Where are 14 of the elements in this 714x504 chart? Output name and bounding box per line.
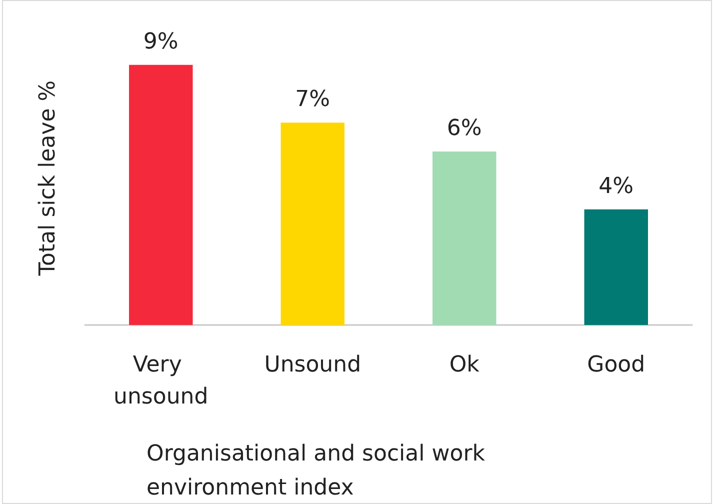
x-axis-title: Organisational and social work environment index [146,442,492,500]
x-tick-label: Good [587,352,646,378]
bar [432,152,496,325]
y-axis-title: Total sick leave % [36,80,60,277]
data-label: 9% [143,29,178,54]
bar [584,209,648,325]
bar [280,122,344,325]
x-tick-label: Unsound [264,352,362,378]
data-label: 4% [598,174,634,199]
x-tick-label: Very unsound [114,352,208,410]
bar [129,64,193,325]
data-label: 7% [295,87,330,112]
data-label: 6% [446,116,482,142]
x-tick-label: Ok [449,352,480,378]
